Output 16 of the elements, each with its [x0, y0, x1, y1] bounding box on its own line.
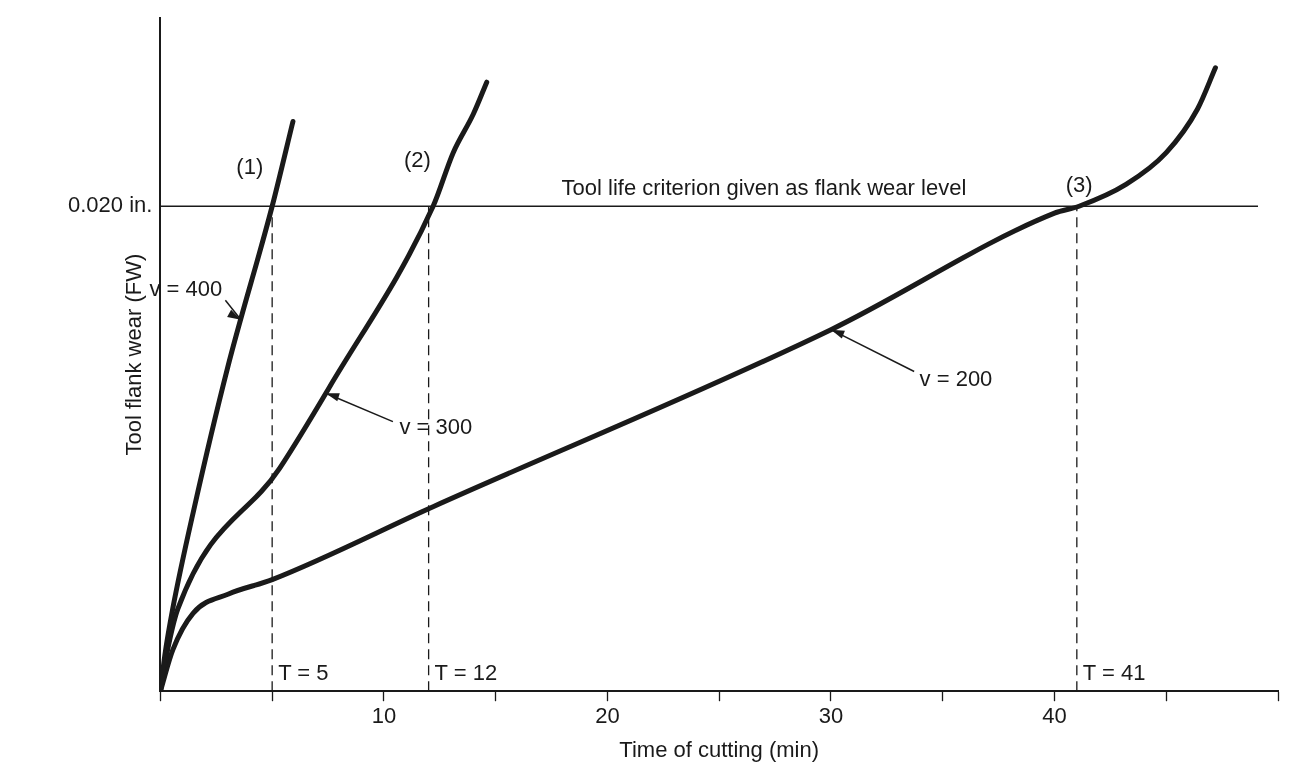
annotation: (1) [236, 153, 264, 179]
annotation: (3) [1065, 172, 1093, 198]
x-tick-label: 20 [595, 703, 620, 729]
x-axis-title: Time of cutting (min) [619, 736, 820, 762]
y-axis-title: Tool flank wear (FW) [121, 253, 147, 456]
text: 0.020 in. [67, 192, 153, 218]
ref-line-label: T = 41 [1082, 660, 1146, 686]
ref-line-label: T = 12 [434, 660, 498, 686]
annotation: v = 300 [399, 414, 473, 440]
x-tick-label: 10 [371, 703, 397, 729]
x-tick-label: 40 [1042, 703, 1067, 729]
ref-line-label: T = 5 [278, 660, 329, 686]
annotation: v = 200 [919, 365, 993, 391]
ref-line-label: Tool life criterion given as flank wear level [561, 175, 967, 201]
annotation: (2) [404, 147, 431, 173]
x-tick-label: 30 [818, 703, 844, 729]
